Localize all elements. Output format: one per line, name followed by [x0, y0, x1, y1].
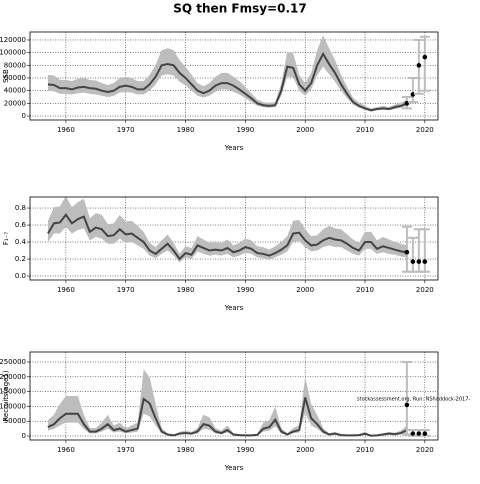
x-tick-label: 1970: [117, 126, 135, 134]
projection-point: [422, 54, 428, 60]
projection-point: [404, 402, 410, 408]
y-tick-label: 0.8: [15, 204, 26, 212]
x-tick-label: 2020: [416, 446, 434, 454]
confidence-band: [47, 196, 407, 263]
x-tick-label: 2010: [356, 126, 374, 134]
y-tick-label: 0.2: [15, 255, 26, 263]
x-tick-label: 1990: [236, 126, 254, 134]
plot-frame: [29, 351, 439, 441]
confidence-band: [47, 35, 407, 112]
x-tick-label: 2020: [416, 286, 434, 294]
projection-point: [410, 259, 416, 264]
estimate-line: [47, 51, 408, 112]
y-axis-label: Recruits(age1): [2, 370, 10, 422]
x-tick-label: 1970: [117, 446, 135, 454]
y-tick-label: 100000: [0, 402, 26, 410]
projection-point: [422, 431, 428, 436]
plot-frame: [29, 31, 439, 121]
x-tick-label: 2010: [356, 286, 374, 294]
annotation: stockassessment.org, Run: NShaddock-2017…: [357, 397, 470, 403]
x-axis-label: Years: [224, 304, 244, 312]
plot-frame: [29, 196, 439, 281]
y-tick-label: 120000: [0, 36, 26, 44]
y-tick-label: 60000: [4, 74, 26, 82]
projection-point: [416, 63, 422, 68]
y-axis-label: F₁₋₇: [2, 232, 10, 246]
x-tick-label: 1980: [177, 126, 195, 134]
y-tick-label: 100000: [0, 49, 26, 57]
y-tick-label: 150000: [0, 388, 26, 396]
x-tick-label: 2000: [296, 446, 314, 454]
x-tick-label: 2000: [296, 286, 314, 294]
x-axis-label: Years: [224, 144, 244, 152]
y-tick-label: 0.6: [15, 221, 27, 229]
projection-point: [422, 259, 428, 264]
y-tick-label: 20000: [4, 99, 26, 107]
x-tick-label: 1990: [236, 446, 254, 454]
x-tick-label: 1970: [117, 286, 135, 294]
y-tick-label: 0.4: [15, 238, 27, 246]
x-tick-label: 2020: [416, 126, 434, 134]
y-tick-label: 40000: [4, 87, 26, 95]
x-tick-label: 1980: [177, 286, 195, 294]
y-tick-label: 0: [22, 432, 26, 440]
y-tick-label: 200000: [0, 373, 26, 381]
y-tick-label: 0.0: [15, 272, 26, 280]
y-tick-label: 250000: [0, 358, 26, 366]
y-tick-label: 80000: [4, 61, 26, 69]
x-tick-label: 1980: [177, 446, 195, 454]
x-tick-label: 1960: [57, 286, 75, 294]
projection-point: [404, 249, 410, 255]
x-tick-label: 1960: [57, 126, 75, 134]
estimate-line: [47, 397, 408, 437]
x-tick-label: 1990: [236, 286, 254, 294]
x-axis-label: Years: [224, 464, 244, 472]
x-tick-label: 1960: [57, 446, 75, 454]
x-tick-label: 2010: [356, 446, 374, 454]
y-tick-label: 50000: [4, 417, 26, 425]
estimate-line: [47, 213, 408, 261]
projection-point: [416, 259, 422, 264]
chart-title: SQ then Fmsy=0.17: [173, 2, 307, 16]
y-tick-label: 0: [22, 112, 26, 120]
x-tick-label: 2000: [296, 126, 314, 134]
confidence-band: [47, 369, 407, 436]
y-axis-label: SSB: [2, 69, 10, 83]
